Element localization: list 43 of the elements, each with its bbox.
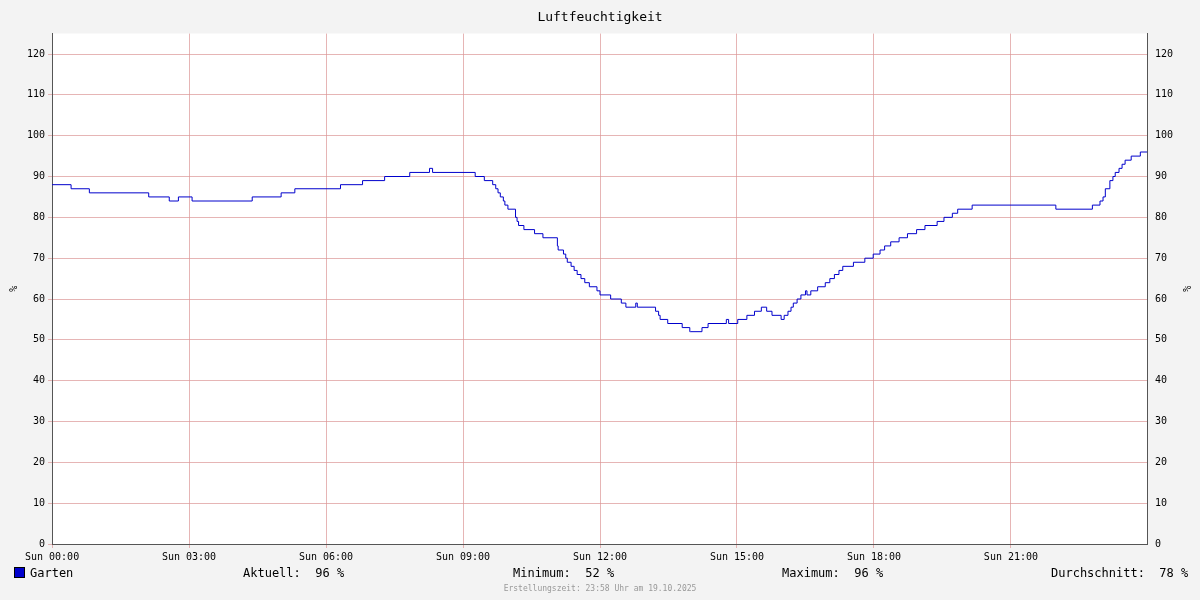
y-tick-label: 0 bbox=[39, 537, 46, 549]
y-tick-label: 50 bbox=[33, 333, 46, 345]
y2-tick-label: 110 bbox=[1154, 88, 1173, 100]
y-tick-label: 100 bbox=[27, 129, 46, 141]
y2-axis-title: % bbox=[1181, 285, 1193, 292]
x-tick-label: Sun 03:00 bbox=[161, 550, 217, 562]
legend-label: Garten bbox=[29, 566, 74, 580]
y-tick-label: 120 bbox=[27, 47, 46, 59]
y-tick-label: 70 bbox=[33, 251, 46, 263]
x-tick-label: Sun 15:00 bbox=[709, 550, 765, 562]
y2-tick-label: 120 bbox=[1154, 47, 1173, 59]
y2-tick-label: 50 bbox=[1154, 333, 1167, 345]
y-tick-label: 90 bbox=[33, 170, 46, 182]
y-tick-label: 60 bbox=[33, 292, 46, 304]
y2-tick-label: 30 bbox=[1154, 415, 1167, 427]
text: Minimum: 52 % bbox=[513, 566, 615, 580]
y-tick-label: 10 bbox=[33, 496, 46, 508]
text: Aktuell: 96 % bbox=[243, 566, 345, 580]
y2-tick-label: 100 bbox=[1154, 129, 1173, 141]
x-tick-label: Sun 12:00 bbox=[572, 550, 628, 562]
y2-tick-label: 20 bbox=[1154, 455, 1167, 467]
y-tick-label: 30 bbox=[33, 415, 46, 427]
x-tick-label: Sun 18:00 bbox=[846, 550, 902, 562]
text: Erstellungszeit: 23:58 Uhr am 19.10.2025 bbox=[502, 584, 698, 593]
y2-tick-label: 60 bbox=[1154, 292, 1167, 304]
y2-tick-label: 90 bbox=[1154, 170, 1167, 182]
text: Durchschnitt: 78 % bbox=[1051, 566, 1189, 580]
y-axis-title: % bbox=[7, 285, 19, 292]
y2-tick-label: 0 bbox=[1154, 537, 1161, 549]
y-tick-label: 110 bbox=[27, 88, 46, 100]
chart-title: Luftfeuchtigkeit bbox=[537, 9, 663, 25]
x-tick-label: Sun 00:00 bbox=[24, 550, 80, 562]
y-tick-label: 80 bbox=[33, 210, 46, 222]
x-tick-label: Sun 06:00 bbox=[298, 550, 354, 562]
y2-tick-label: 10 bbox=[1154, 496, 1167, 508]
y2-tick-label: 40 bbox=[1154, 374, 1167, 386]
y2-tick-label: 70 bbox=[1154, 251, 1167, 263]
text: Maximum: 96 % bbox=[782, 566, 884, 580]
y-tick-label: 20 bbox=[33, 455, 46, 467]
x-tick-label: Sun 21:00 bbox=[983, 550, 1039, 562]
x-tick-label: Sun 09:00 bbox=[435, 550, 491, 562]
y2-tick-label: 80 bbox=[1154, 210, 1167, 222]
y-tick-label: 40 bbox=[33, 374, 46, 386]
